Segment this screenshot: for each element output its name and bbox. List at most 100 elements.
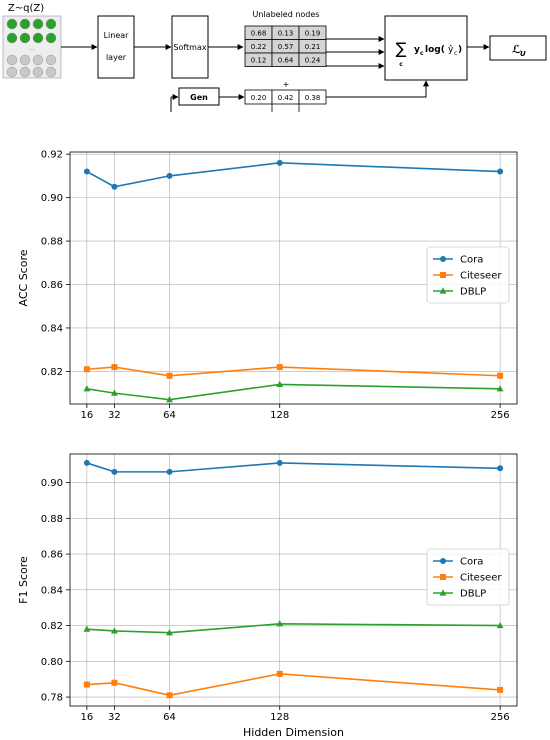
citeseer-data-point	[83, 681, 90, 688]
latent-dot	[32, 18, 44, 30]
softmax-box	[171, 15, 209, 79]
matrix-cell-value: 0.12	[251, 57, 267, 65]
matrix-cell	[298, 52, 327, 67]
output-subscript: U	[520, 50, 526, 58]
cora-data-point	[111, 468, 118, 475]
loss-y-subscript: c	[420, 50, 424, 57]
legend: Cora Citeseer DBLP	[426, 548, 510, 606]
latent-dot	[6, 18, 18, 30]
cora-data-point	[276, 159, 283, 166]
y-tick-label: 0.90	[41, 478, 63, 489]
matrix-cell-value: 0.57	[278, 43, 294, 51]
legend-cora-marker	[440, 256, 446, 262]
y-tick-label: 0.90	[41, 193, 63, 204]
dblp-data-point	[496, 385, 504, 392]
latent-dot	[45, 54, 57, 66]
x-axis-label: Hidden Dimension	[243, 726, 344, 739]
y-tick-label: 0.88	[41, 237, 63, 248]
legend-citeseer-label: Citeseer	[460, 271, 502, 282]
cora-data-point	[83, 168, 90, 175]
matrix-cell-value: 0.21	[305, 43, 321, 51]
dblp-data-point	[83, 385, 91, 392]
pipeline-diagram: Z~q(Z) ... Linear layer Softmax Unlabele…	[2, 3, 547, 112]
loss-log: log(	[425, 45, 445, 55]
latent-dot	[45, 18, 57, 30]
citeseer-data-point	[111, 364, 118, 371]
latent-dot	[19, 32, 31, 44]
matrix-cell-value: 0.64	[278, 57, 294, 65]
cora-data-point	[497, 465, 504, 472]
y-tick-label: 0.86	[41, 550, 63, 561]
dblp-data-point	[111, 627, 118, 634]
y-tick-label: 0.82	[41, 621, 63, 632]
plot-frame	[69, 151, 518, 405]
y-tick-label: 0.78	[41, 693, 63, 704]
x-tick-label: 256	[491, 712, 510, 723]
dblp-data-point	[83, 625, 91, 632]
arrow-gen-to-loss	[326, 80, 429, 98]
y-tick-label: 0.88	[41, 514, 63, 525]
citeseer-data-point	[166, 692, 173, 699]
cora-data-point	[276, 459, 283, 466]
linear-label-2: layer	[106, 53, 127, 62]
cora-series-line	[86, 462, 501, 473]
matrix-cell-value: 0.19	[305, 30, 321, 38]
legend-dblp-label: DBLP	[460, 589, 486, 600]
linear-layer-box	[97, 15, 135, 79]
dblp-series-line	[86, 383, 501, 401]
legend-dblp-marker	[439, 287, 447, 294]
cora-data-point	[166, 172, 173, 179]
citeseer-data-point	[276, 364, 283, 371]
cora-data-point	[166, 468, 173, 475]
legend-cora-label: Cora	[460, 557, 483, 568]
cora-series-line	[86, 162, 501, 188]
loss-yhat-subscript: c	[454, 50, 457, 57]
probability-matrix: 0.68 0.13 0.19 0.22 0.57 0.21 0.12 0.64 0.24	[244, 25, 327, 67]
x-tick-label: 16	[81, 410, 94, 421]
matrix-cell-value: 0.22	[251, 43, 267, 51]
x-tick-label: 64	[163, 410, 176, 421]
latent-dot	[19, 54, 31, 66]
citeseer-series-line	[86, 673, 501, 697]
citeseer-data-point	[83, 366, 90, 373]
latent-dot	[32, 32, 44, 44]
loss-close: )	[458, 45, 462, 55]
latent-dot	[19, 66, 31, 78]
x-tick-label: 64	[163, 712, 176, 723]
y-tick-label: 0.80	[41, 657, 63, 668]
x-tick-label: 128	[270, 410, 289, 421]
cora-data-point	[83, 459, 90, 466]
matrix-cell-value: 0.68	[251, 30, 267, 38]
latent-dot	[45, 66, 57, 78]
latent-dot	[32, 54, 44, 66]
latent-dot	[6, 66, 18, 78]
y-tick-label: 0.92	[41, 150, 63, 161]
y-tick-label: 0.84	[41, 585, 63, 596]
latent-dot	[6, 32, 18, 44]
legend: Cora Citeseer DBLP	[426, 246, 510, 304]
gen-row-value: 0.42	[278, 94, 294, 102]
unlabeled-title: Unlabeled nodes	[253, 10, 320, 19]
plus-sign: +	[283, 80, 290, 89]
latent-dot	[6, 54, 18, 66]
loss-sum-subscript: c	[399, 61, 403, 68]
dblp-data-point	[166, 629, 173, 636]
latent-dot	[32, 66, 44, 78]
citeseer-data-point	[111, 679, 118, 686]
y-axis-label: ACC Score	[17, 249, 30, 306]
cora-data-point	[497, 168, 504, 175]
linear-label-1: Linear	[104, 31, 130, 40]
latent-dot	[45, 32, 57, 44]
softmax-label: Softmax	[173, 43, 206, 52]
x-tick-label: 256	[491, 410, 510, 421]
dblp-data-point	[111, 389, 118, 396]
y-tick-label: 0.84	[41, 323, 63, 334]
legend-dblp-label: DBLP	[460, 287, 486, 298]
dblp-data-point	[166, 396, 173, 403]
loss-sum-symbol: ∑	[396, 39, 407, 58]
generated-row: 0.20 0.42 0.38	[244, 89, 327, 105]
f1-score-chart: 16 32 64 128 256 0.78 0.80 0.82 0.84 0.86 0.88 0.90…	[17, 453, 518, 739]
gen-row-value: 0.20	[251, 94, 267, 102]
y-axis-label: F1 Score	[17, 556, 30, 604]
cora-data-point	[111, 183, 118, 190]
